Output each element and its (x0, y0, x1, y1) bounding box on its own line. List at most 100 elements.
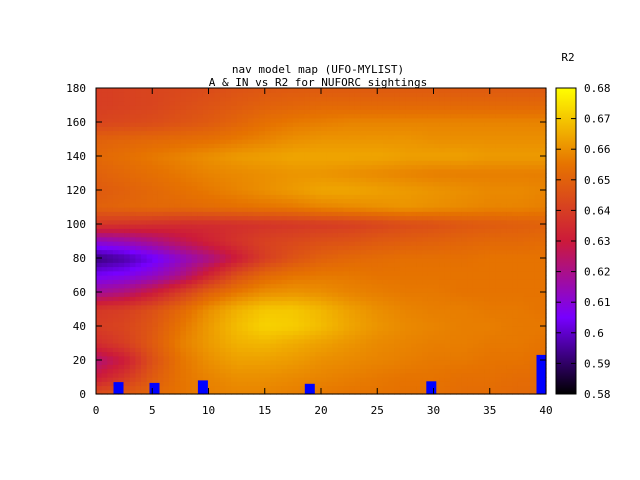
heatmap-cell (304, 232, 311, 238)
heatmap-cell (439, 236, 446, 242)
heatmap-cell (304, 207, 311, 212)
heatmap-cell (107, 181, 114, 187)
heatmap-cell (309, 364, 316, 370)
heatmap-cell (461, 326, 468, 331)
heatmap-cell (382, 228, 390, 234)
heatmap-cell (388, 304, 395, 310)
heatmap-cell (174, 296, 181, 302)
heatmap-cell (96, 139, 103, 144)
heatmap-cell (197, 360, 204, 365)
heatmap-cell (416, 173, 423, 178)
heatmap-cell (371, 185, 378, 191)
heatmap-cell (394, 211, 401, 217)
heatmap-cell (276, 134, 283, 140)
heatmap-cell (101, 215, 108, 221)
heatmap-cell (349, 355, 356, 361)
heatmap-cell (107, 164, 114, 170)
heatmap-cell (152, 253, 159, 259)
heatmap-cell (135, 253, 142, 259)
heatmap-cell (315, 143, 322, 149)
heatmap-cell (349, 317, 356, 323)
heatmap-cell (343, 287, 350, 293)
heatmap-cell (242, 126, 249, 132)
heatmap-cell (281, 262, 288, 268)
heatmap-cell (191, 262, 198, 268)
heatmap-cell (377, 385, 384, 391)
heatmap-cell (304, 279, 311, 285)
heatmap-cell (512, 300, 519, 306)
heatmap-cell (141, 389, 148, 395)
heatmap-cell (517, 296, 525, 302)
heatmap-cell (366, 385, 373, 391)
heatmap-cell (523, 313, 530, 319)
heatmap-cell (236, 258, 243, 263)
heatmap-cell (292, 326, 300, 331)
heatmap-cell (180, 368, 187, 374)
heatmap-cell (304, 245, 311, 251)
heatmap-cell (422, 334, 429, 340)
heatmap-cell (472, 177, 480, 183)
heatmap-cell (506, 355, 513, 361)
heatmap-cell (298, 292, 305, 297)
heatmap-cell (433, 317, 440, 323)
heatmap-cell (523, 326, 530, 331)
heatmap-cell (354, 211, 361, 217)
heatmap-cell (517, 313, 525, 319)
heatmap-cell (231, 173, 238, 178)
heatmap-cell (281, 253, 288, 259)
heatmap-cell (354, 266, 361, 272)
heatmap-cell (343, 385, 350, 391)
heatmap-cell (523, 287, 530, 293)
heatmap-cell (287, 364, 294, 370)
heatmap-cell (315, 309, 322, 314)
heatmap-cell (304, 364, 311, 370)
heatmap-cell (141, 338, 148, 344)
heatmap-cell (101, 368, 108, 374)
heatmap-cell (484, 283, 491, 289)
heatmap-cell (529, 156, 536, 161)
heatmap-cell (512, 207, 519, 212)
heatmap-cell (382, 198, 390, 204)
heatmap-cell (326, 296, 333, 302)
heatmap-cell (270, 360, 277, 365)
heatmap-cell (416, 147, 423, 153)
heatmap-cell (371, 194, 378, 200)
heatmap-cell (388, 360, 395, 365)
heatmap-cell (501, 313, 508, 319)
heatmap-cell (405, 292, 412, 297)
heatmap-cell (124, 245, 131, 251)
heatmap-cell (337, 385, 345, 391)
heatmap-cell (354, 219, 361, 225)
heatmap-cell (506, 270, 513, 276)
heatmap-cell (124, 228, 131, 234)
heatmap-cell (399, 377, 406, 382)
heatmap-cell (124, 377, 131, 382)
heatmap-cell (276, 190, 283, 195)
heatmap-cell (534, 326, 541, 331)
heatmap-cell (96, 296, 103, 302)
heatmap-cell (529, 211, 536, 217)
heatmap-cell (208, 279, 215, 285)
heatmap-cell (242, 198, 249, 204)
heatmap-cell (495, 334, 502, 340)
heatmap-cell (141, 351, 148, 357)
heatmap-cell (456, 207, 463, 212)
heatmap-cell (191, 283, 198, 289)
heatmap-cell (118, 147, 125, 153)
heatmap-cell (501, 177, 508, 183)
heatmap-cell (219, 355, 226, 361)
heatmap-cell (399, 224, 406, 229)
heatmap-cell (292, 194, 300, 200)
heatmap-cell (523, 207, 530, 212)
heatmap-cell (411, 232, 418, 238)
heatmap-cell (315, 198, 322, 204)
heatmap-cell (326, 292, 333, 297)
heatmap-cell (135, 236, 142, 242)
heatmap-cell (242, 300, 249, 306)
heatmap-cell (450, 173, 457, 178)
heatmap-cell (107, 334, 114, 340)
heatmap-cell (231, 270, 238, 276)
heatmap-cell (129, 343, 136, 348)
heatmap-cell (439, 347, 446, 353)
heatmap-cell (416, 334, 423, 340)
